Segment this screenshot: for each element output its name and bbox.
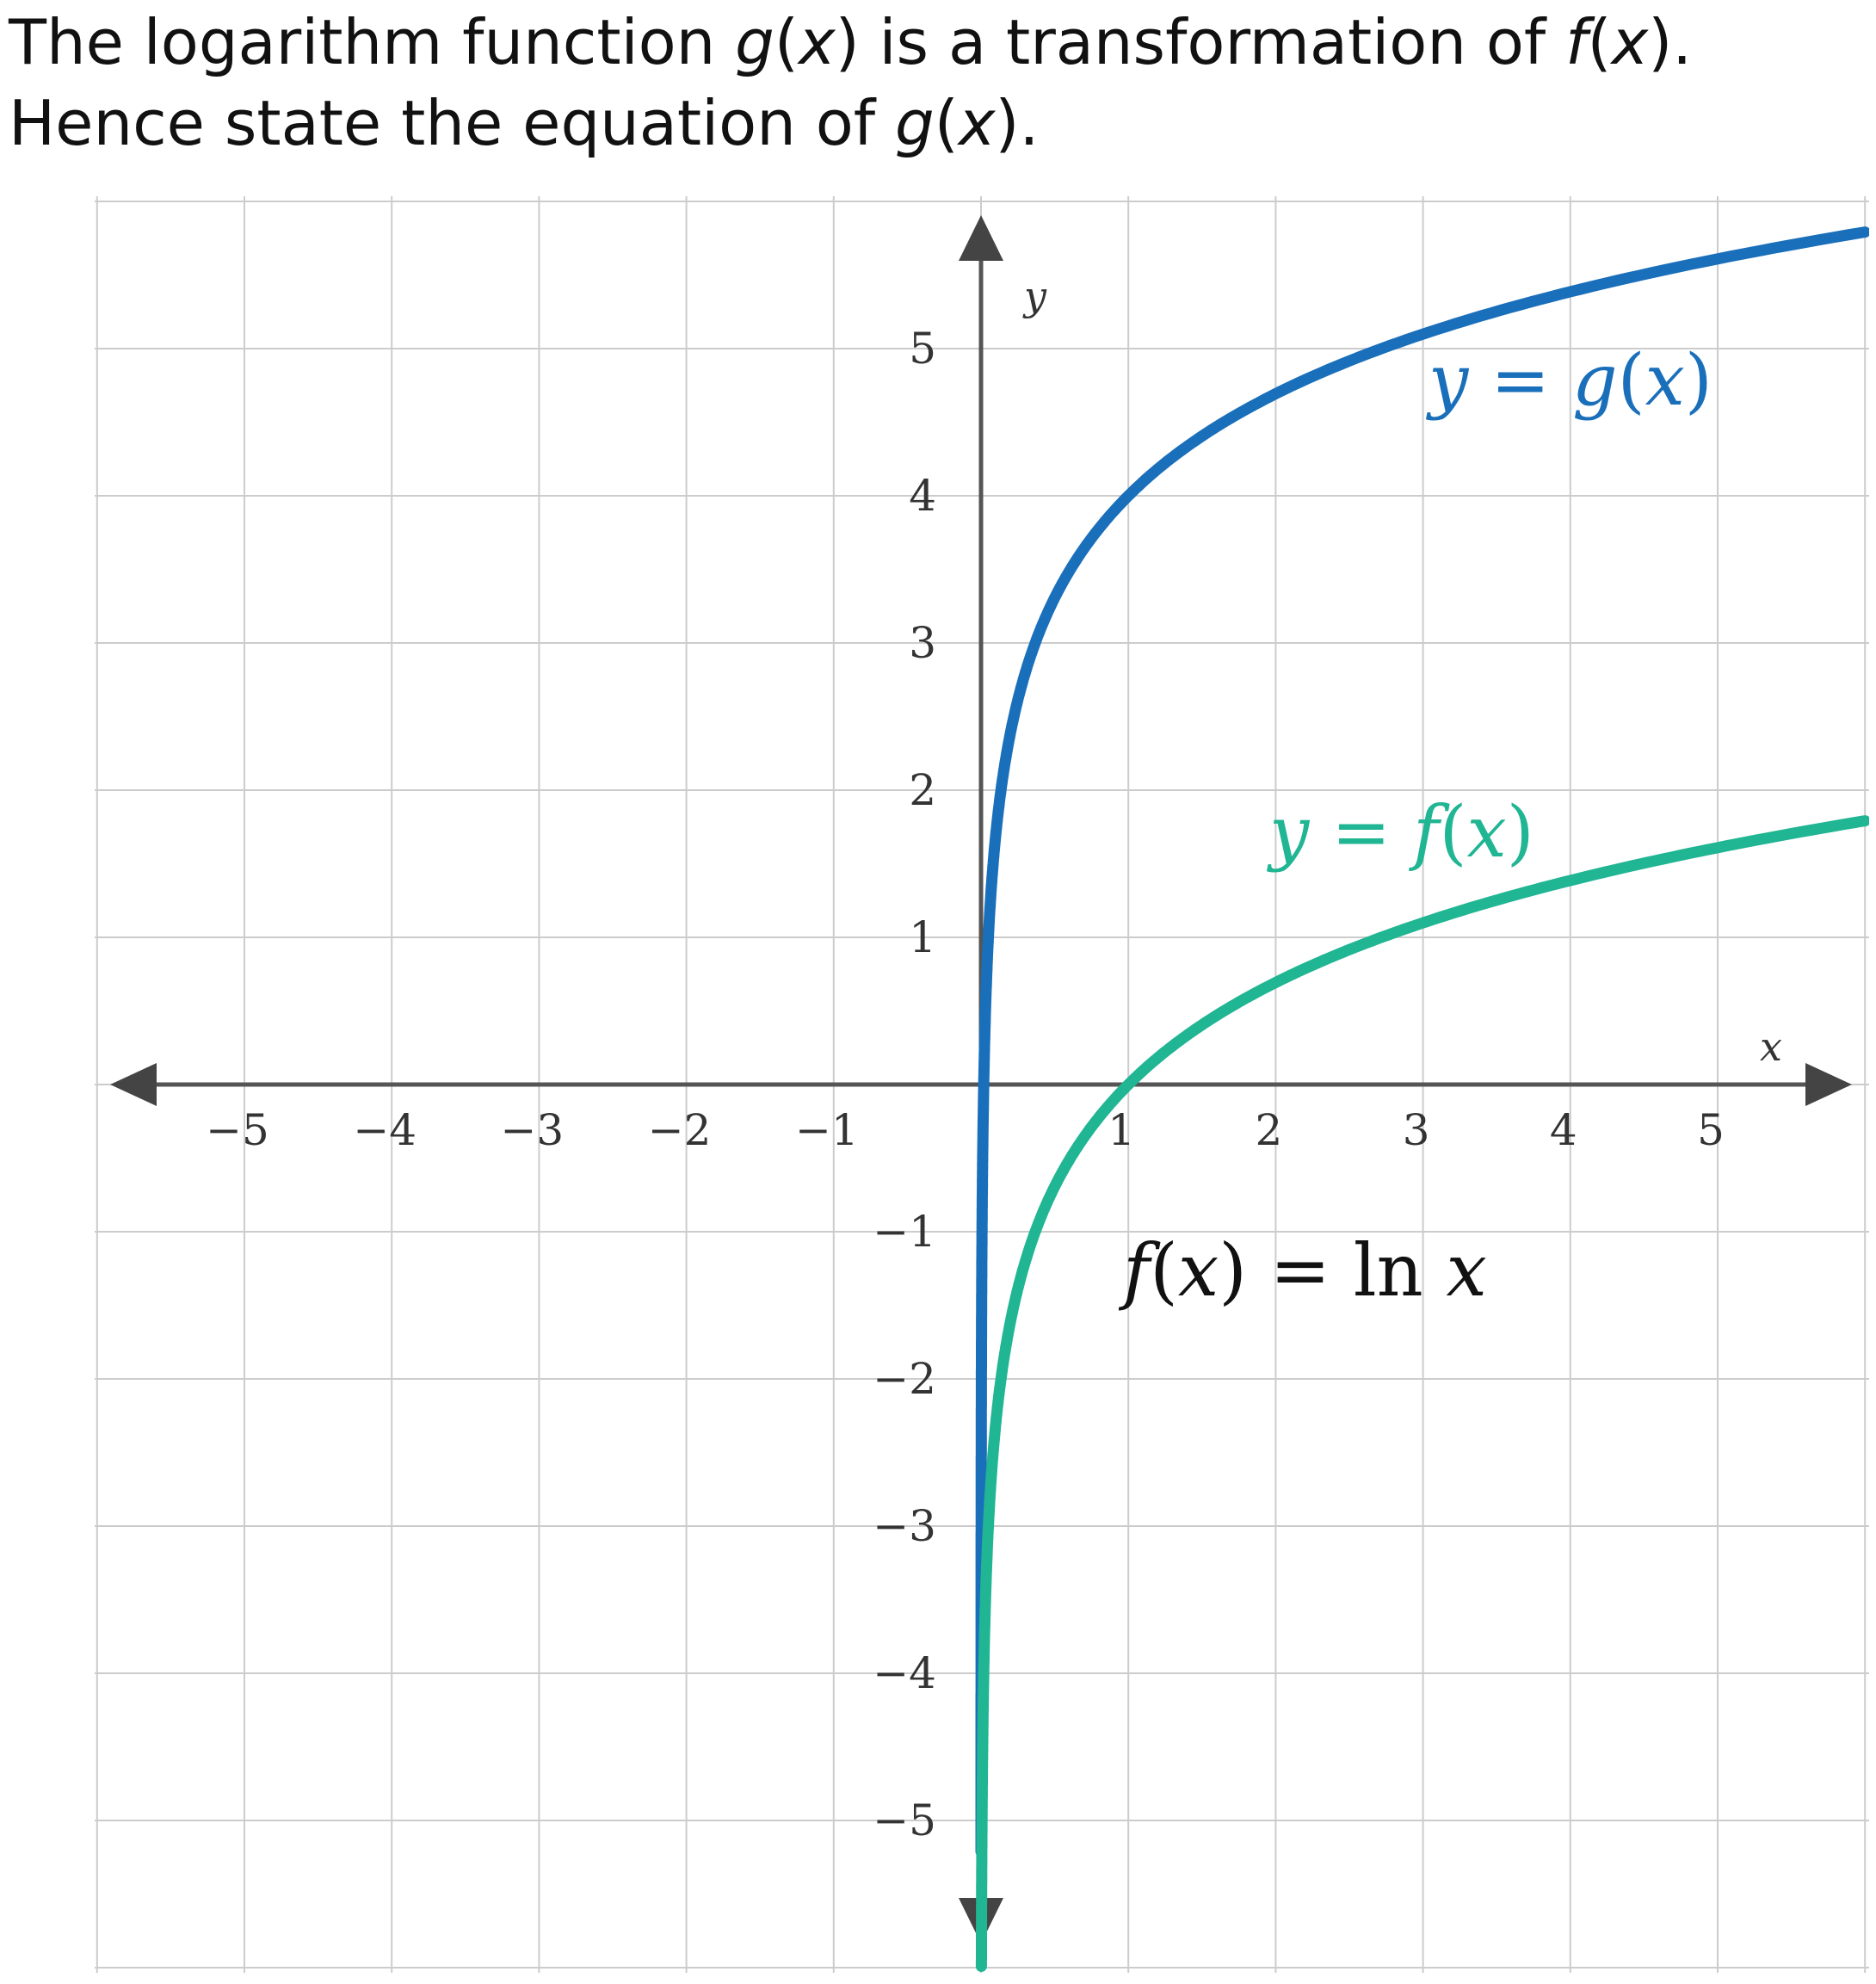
curve-f [975,815,1869,1972]
y-tick-label: 2 [909,765,936,815]
question-line-1: The logarithm function g(x) is a transfo… [9,6,1693,78]
x-axis-arrow-right [1805,1063,1852,1106]
x-tick-label: 3 [1403,1105,1430,1155]
y-tick-label: −3 [873,1501,936,1551]
x-tick-label: 5 [1697,1105,1725,1155]
formula-label: f(x) = ln x [1118,1228,1487,1313]
curves [975,226,1869,1972]
y-tick-label: −2 [873,1354,936,1404]
curve-label-f: y = f(x) [1266,792,1534,874]
y-tick-label: 1 [909,912,936,962]
y-axis-arrow-up [959,215,1003,261]
tick-labels: x y −5 −4 −3 −2 −1 1 2 3 4 5 5 4 3 2 1 −1 −2 −3 −4 −5 [206,273,1782,1845]
x-tick-label: 2 [1255,1105,1282,1155]
y-tick-label: −1 [873,1207,936,1257]
x-axis-label: x [1760,1023,1782,1070]
x-tick-label: 4 [1550,1105,1577,1155]
x-tick-label: 1 [1108,1105,1135,1155]
y-tick-label: −5 [873,1795,936,1845]
y-tick-label: 5 [909,324,936,374]
y-tick-label: 4 [909,471,936,521]
curve-label-g: y = g(x) [1425,340,1712,422]
question-line-2: Hence state the equation of g(x). [9,87,1040,159]
x-tick-label: −4 [353,1105,417,1155]
x-tick-label: −2 [648,1105,712,1155]
y-axis-label: y [1022,273,1047,319]
x-tick-label: −5 [206,1105,269,1155]
question-text: The logarithm function g(x) is a transfo… [9,2,1867,164]
x-tick-label: −3 [501,1105,565,1155]
y-tick-label: 3 [909,618,936,668]
x-tick-label: −1 [795,1105,859,1155]
x-axis-arrow-left [110,1063,157,1106]
y-tick-label: −4 [873,1648,936,1698]
